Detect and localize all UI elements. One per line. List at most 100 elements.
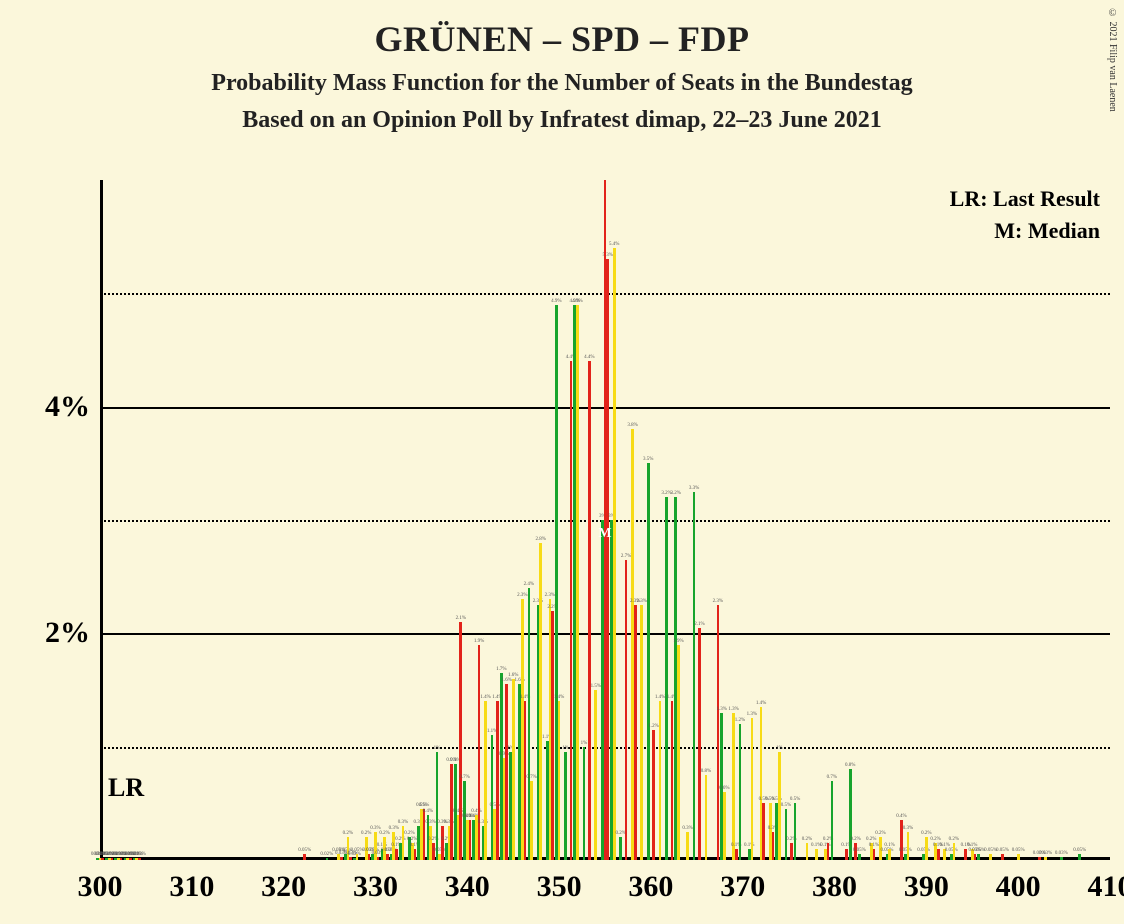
bar-value-label: 1.9%: [673, 639, 683, 644]
bar-value-label: 1.4%: [480, 695, 490, 700]
x-tick-label: 400: [996, 870, 1041, 904]
bar-value-label: 0.3%: [370, 826, 380, 831]
bar-value-label: 0.2%: [921, 831, 931, 836]
bar-value-label: 0.03%: [1039, 851, 1052, 856]
bar-value-label: 1%: [562, 746, 569, 751]
bar-value-label: 0.3%: [389, 826, 399, 831]
copyright-text: © 2021 Filip van Laenen: [1107, 8, 1118, 112]
x-tick-label: 350: [537, 870, 582, 904]
bar: 0.1%: [888, 849, 891, 860]
bar-value-label: 0.7%: [526, 775, 536, 780]
bar: 0.05%: [989, 854, 992, 860]
bar: 0.1%: [873, 849, 876, 860]
bar: 3.3%: [693, 492, 696, 860]
bar: 0.5%: [794, 803, 797, 860]
legend-lr: LR: Last Result: [950, 186, 1100, 212]
bar: 1.2%: [652, 730, 655, 860]
bar: 0.03%: [1044, 857, 1047, 860]
bar: 0.1%: [815, 849, 818, 860]
bar-value-label: 0.5%: [419, 803, 429, 808]
bar: 0.03%: [1060, 857, 1063, 860]
bar-value-label: 0.05%: [996, 848, 1009, 853]
x-tick-label: 330: [353, 870, 398, 904]
bar: 1%: [436, 752, 439, 860]
bar: 0.8%: [849, 769, 852, 860]
bar-value-label: 0.1%: [869, 843, 879, 848]
bar-value-label: 1.7%: [496, 667, 506, 672]
bar-value-label: 1.3%: [747, 712, 757, 717]
bar-value-label: 0.4%: [423, 809, 433, 814]
bar: 1.4%: [671, 701, 674, 860]
bar-value-label: 3.5%: [643, 457, 653, 462]
bar-value-label: 3.3%: [689, 486, 699, 491]
bar: 0.7%: [530, 781, 533, 860]
bar-value-label: 0.1%: [884, 843, 894, 848]
bar: 0.05%: [1017, 854, 1020, 860]
bar: 0.05%: [974, 854, 977, 860]
bar-value-label: 1.5%: [591, 684, 601, 689]
bar: 1%: [564, 752, 567, 860]
bar-value-label: 2.3%: [713, 599, 723, 604]
chart-subtitle-1: Probability Mass Function for the Number…: [0, 70, 1124, 97]
title-block: GRÜNEN – SPD – FDP Probability Mass Func…: [0, 0, 1124, 134]
bar-value-label: 0.5%: [781, 803, 791, 808]
bar: 1.4%: [558, 701, 561, 860]
bar: 0.5%: [762, 803, 765, 860]
bar: 0.05%: [368, 854, 371, 860]
bar-value-label: 2.3%: [545, 593, 555, 598]
bar-value-label: 4.9%: [551, 299, 561, 304]
bar-value-label: 3.2%: [671, 491, 681, 496]
bar: 0.03%: [377, 857, 380, 860]
bar-value-label: 5.4%: [609, 242, 619, 247]
legend: LR: Last Result M: Median: [950, 186, 1100, 244]
bar: 3.2%: [665, 497, 668, 860]
bar-value-label: 0.05%: [917, 848, 930, 853]
bar: 0.02%: [111, 858, 114, 860]
bar: 0.7%: [831, 781, 834, 860]
bar-value-label: 0.05%: [1012, 848, 1025, 853]
bar-value-label: 0.7%: [459, 775, 469, 780]
bar: 0.2%: [827, 843, 830, 860]
bar: 1.3%: [751, 718, 754, 860]
bar: 0.03%: [340, 857, 343, 860]
bar-value-label: 0.2%: [404, 831, 414, 836]
bar-value-label: 0.2%: [802, 837, 812, 842]
bar-value-label: 0.3%: [682, 826, 692, 831]
bar: 0.1%: [964, 849, 967, 860]
bar-value-label: 0.05%: [298, 848, 311, 853]
bar-value-label: 0.3%: [425, 820, 435, 825]
x-tick-label: 340: [445, 870, 490, 904]
bar-value-label: 0.2%: [343, 831, 353, 836]
bar: 0.8%: [705, 775, 708, 860]
bar-value-label: 0.6%: [719, 786, 729, 791]
bar: 0.1%: [735, 849, 738, 860]
median-line: [604, 180, 606, 860]
x-tick-label: 310: [169, 870, 214, 904]
chart-subtitle-2: Based on an Opinion Poll by Infratest di…: [0, 107, 1124, 134]
bar: 1.4%: [496, 701, 499, 860]
bar-value-label: 0.05%: [899, 848, 912, 853]
legend-m: M: Median: [950, 218, 1100, 244]
bar: 0.03%: [1038, 857, 1041, 860]
bar: 1.2%: [739, 724, 742, 860]
bar: 0.05%: [977, 854, 980, 860]
bar-value-label: 0.2%: [407, 837, 417, 842]
bar: 2.1%: [459, 622, 462, 860]
bar-value-label: 2.3%: [637, 599, 647, 604]
bar: 2.1%: [698, 628, 701, 860]
bar: 0.2%: [925, 837, 928, 860]
bar: 1.5%: [594, 690, 597, 860]
bar-value-label: 0.4%: [896, 814, 906, 819]
bar-value-label: 0.2%: [866, 837, 876, 842]
bar-value-label: 0.8%: [701, 769, 711, 774]
x-tick-label: 300: [78, 870, 123, 904]
bar-value-label: 1.4%: [756, 701, 766, 706]
bar: 1.4%: [484, 701, 487, 860]
bar: 4.9%: [576, 305, 579, 860]
bar-value-label: 0.02%: [133, 852, 146, 857]
bar: 0.2%: [806, 843, 809, 860]
bar-value-label: 4.9%: [572, 299, 582, 304]
bar-value-label: 1%: [434, 746, 441, 751]
bar-value-label: 2.1%: [694, 622, 704, 627]
bar-value-label: 4.4%: [584, 355, 594, 360]
